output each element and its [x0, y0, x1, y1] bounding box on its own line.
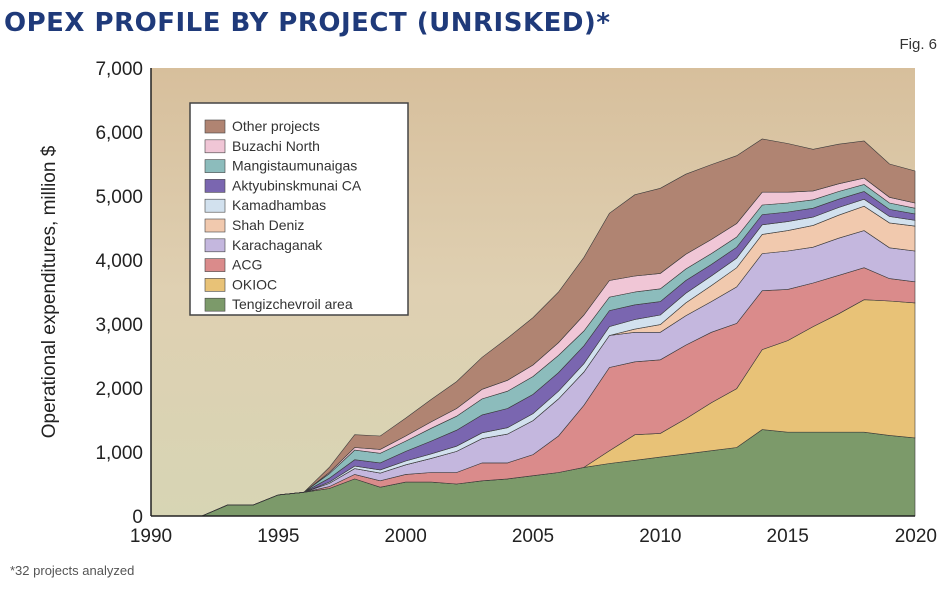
y-tick-label: 6,000 [95, 123, 143, 144]
y-axis-label: Operational expenditures, million $ [39, 145, 60, 438]
legend-label-karachaganak: Karachaganak [232, 237, 323, 253]
y-tick-labels: 0 1,000 2,000 3,000 4,000 5,000 6,000 7,000 [95, 59, 143, 528]
x-tick-label: 2015 [767, 526, 809, 547]
x-tick-label: 2000 [385, 526, 427, 547]
chart-title: OPEX PROFILE BY PROJECT (UNRISKED)* [4, 8, 611, 38]
y-tick-label: 2,000 [95, 379, 143, 400]
x-tick-label: 1990 [130, 526, 172, 547]
footnote: *32 projects analyzed [10, 563, 135, 578]
legend-label-acg: ACG [232, 257, 262, 273]
y-tick-label: 3,000 [95, 315, 143, 336]
legend-swatch-okioc [204, 278, 226, 292]
legend: Other projects Buzachi North Mangistaumuna… [189, 102, 409, 316]
x-tick-label: 2010 [639, 526, 681, 547]
x-tick-label: 2020 [895, 526, 937, 547]
legend-label-mangistaumunaigas: Mangistaumunaigas [232, 158, 357, 174]
legend-swatch-karachaganak [204, 238, 226, 253]
legend-swatch-aktyubinskmunai-ca [204, 179, 226, 193]
x-tick-label: 2005 [512, 526, 554, 547]
x-tick-labels: 1990 1995 2000 2005 2010 2015 2020 [130, 526, 937, 547]
legend-swatch-mangistaumunaigas [204, 159, 226, 173]
x-tick-label: 1995 [257, 526, 299, 547]
legend-box [189, 102, 409, 316]
legend-label-other-projects: Other projects [232, 118, 320, 134]
legend-swatch-kamadhambas [204, 198, 226, 213]
legend-swatch-buzachi-north [204, 139, 226, 154]
legend-label-tengizchevroil-area: Tengizchevroil area [232, 296, 353, 312]
y-tick-label: 1,000 [95, 443, 143, 464]
legend-swatch-other-projects [204, 119, 226, 134]
legend-swatch-acg [204, 258, 226, 272]
y-tick-label: 7,000 [95, 59, 143, 80]
y-tick-label: 5,000 [95, 187, 143, 208]
figure-number: Fig. 6 [899, 36, 937, 53]
legend-label-kamadhambas: Kamadhambas [232, 197, 326, 213]
legend-label-aktyubinskmunai-ca: Aktyubinskmunai CA [232, 177, 362, 193]
area-other-projects [201, 138, 916, 517]
legend-label-buzachi-north: Buzachi North [232, 138, 320, 154]
legend-label-shah-deniz: Shah Deniz [232, 217, 304, 233]
axes [150, 68, 915, 517]
legend-swatch-tengizchevroil-area [204, 297, 226, 312]
legend-label-okioc: OKIOC [232, 276, 277, 292]
y-tick-label: 0 [132, 507, 143, 528]
y-tick-label: 4,000 [95, 251, 143, 272]
legend-swatch-shah-deniz [204, 218, 226, 233]
series-areas [201, 138, 916, 517]
